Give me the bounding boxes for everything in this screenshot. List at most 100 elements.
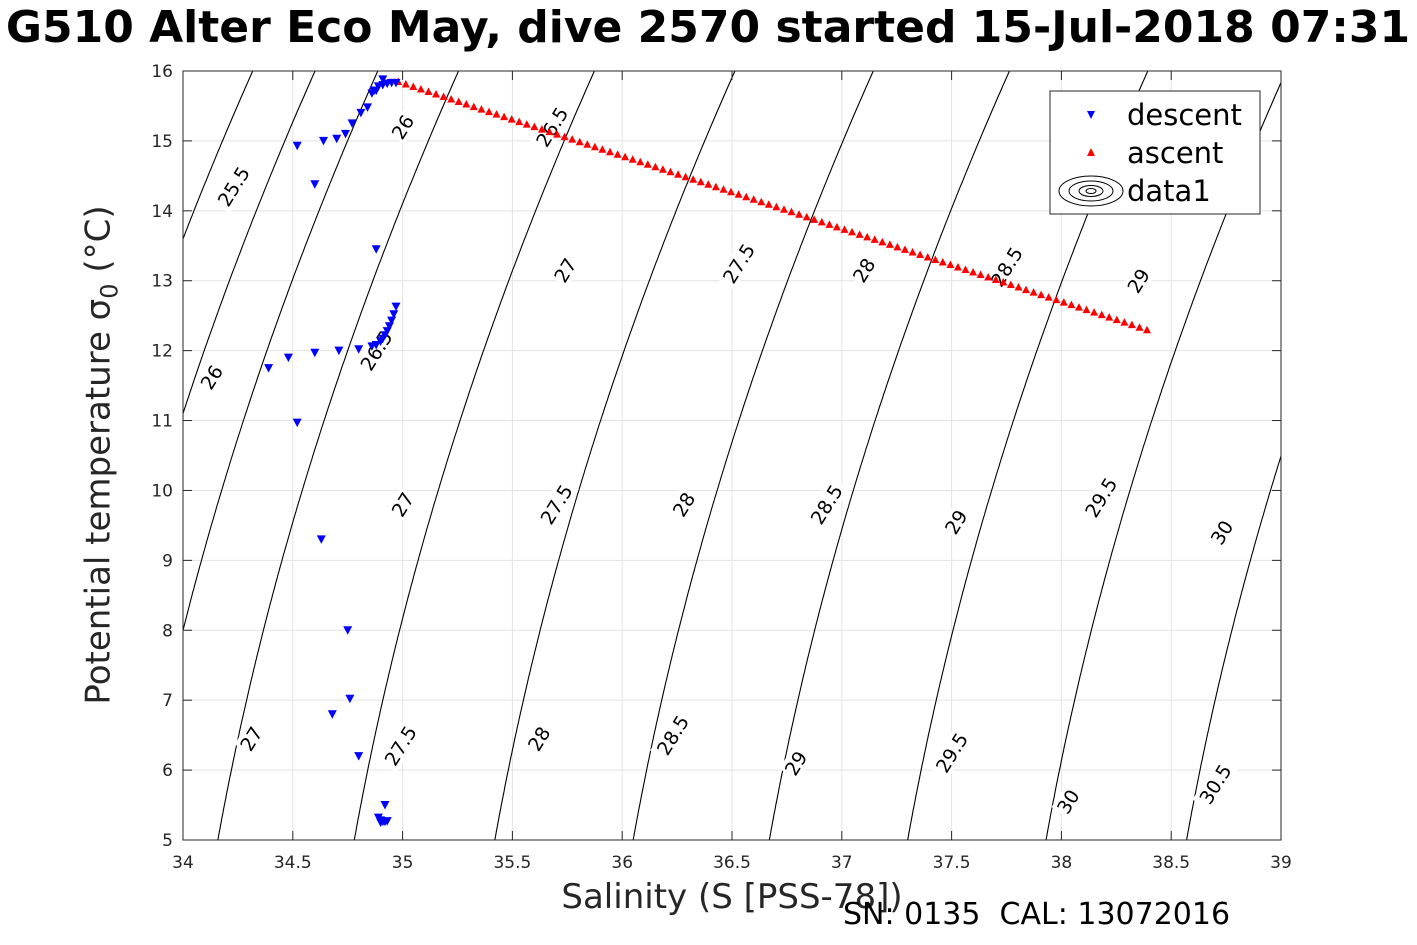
ascent-point: [681, 172, 690, 181]
contour-label-bg: [716, 236, 762, 291]
ascent-point: [1052, 295, 1061, 304]
contour-line-26: [183, 71, 316, 416]
legend-data1-contour-icon: [1058, 175, 1124, 207]
x-tick-label: 39: [1270, 853, 1292, 873]
ascent-point: [772, 202, 781, 211]
descent-point: [343, 626, 353, 635]
legend-ascent-marker: [1087, 148, 1095, 156]
descent-point: [345, 694, 355, 704]
contour-line-25-5: [183, 71, 254, 241]
contour-label-bg: [529, 99, 575, 154]
contour-label-bg: [522, 721, 556, 756]
ascent-point: [938, 258, 947, 266]
contour-label-bg: [779, 745, 813, 781]
ascent-point: [734, 190, 743, 198]
ascent-point: [1082, 305, 1091, 314]
ascent-point: [878, 237, 887, 246]
legend-descent-marker: [1087, 111, 1095, 119]
descent-point: [391, 302, 401, 312]
ascent-point: [999, 278, 1008, 286]
descent-point: [363, 103, 372, 112]
ascent-point: [1014, 283, 1023, 291]
descent-point: [376, 818, 386, 827]
ascent-point: [560, 132, 569, 141]
y-tick-label: 13: [151, 272, 173, 292]
contour-label-bg: [939, 504, 973, 540]
x-axis-label: Salinity (S [PSS-78]): [561, 877, 903, 917]
ascent-point: [613, 150, 622, 158]
y-tick-label: 12: [151, 342, 173, 362]
serial-calibration-note: SN: 0135 CAL: 13072016: [843, 897, 1231, 932]
descent-point: [292, 418, 302, 428]
ascent-point: [704, 180, 713, 188]
ascent-point: [832, 222, 841, 231]
ascent-point: [863, 232, 872, 241]
ascent-point: [432, 90, 440, 98]
ascent-point: [961, 265, 970, 273]
descent-point: [332, 134, 342, 144]
descent-point: [376, 337, 386, 346]
contour-label-bg: [377, 718, 423, 773]
descent-point: [310, 180, 320, 189]
descent-point: [316, 535, 326, 544]
ascent-point: [885, 240, 894, 248]
contour-label-bg: [1205, 515, 1239, 550]
ascent-point: [1097, 310, 1106, 319]
contour-label-bg: [353, 323, 399, 378]
ascent-point: [454, 97, 463, 105]
ascent-point: [1120, 318, 1129, 326]
contour-line-29: [768, 71, 1011, 840]
ascent-point: [946, 260, 955, 268]
contour-label-bg: [1121, 263, 1155, 298]
ascent-point: [1127, 320, 1136, 329]
ascent-point: [931, 255, 940, 263]
y-tick-label: 15: [151, 132, 173, 152]
descent-point: [292, 141, 302, 151]
ascent-point: [651, 162, 660, 171]
descent-point: [371, 245, 381, 254]
ascent-point: [855, 230, 864, 238]
ascent-point: [590, 142, 599, 151]
descent-point: [319, 136, 328, 146]
ascent-point: [923, 253, 932, 261]
descent-point: [356, 108, 366, 118]
ascent-point: [1090, 308, 1099, 316]
ascent-point: [507, 115, 516, 123]
y-tick-label: 7: [162, 691, 173, 711]
legend-descent-label: descent: [1127, 98, 1242, 132]
contour-label-bg: [1051, 784, 1085, 819]
ascent-point: [764, 200, 773, 208]
x-tick-label: 37.5: [933, 853, 971, 873]
ascent-point: [1022, 285, 1030, 294]
legend: descent ascent data1: [1049, 90, 1261, 215]
descent-point: [387, 316, 397, 326]
ascent-point: [401, 80, 410, 88]
ascent-point: [696, 177, 705, 186]
ascent-point: [840, 225, 849, 233]
chart-title: G510 Alter Eco May, dive 2570 started 15…: [5, 2, 1411, 53]
contour-label-bg: [1192, 757, 1238, 812]
ascent-point: [568, 135, 577, 143]
descent-point: [310, 348, 320, 358]
contour-line-28: [494, 71, 736, 840]
contour-line-27-5: [353, 71, 595, 840]
ascent-point: [1105, 313, 1114, 321]
x-tick-label: 38.5: [1152, 853, 1190, 873]
descent-point: [334, 346, 344, 356]
x-tick-label: 37: [831, 853, 853, 873]
x-tick-label: 35: [392, 853, 414, 873]
ascent-point: [848, 227, 856, 236]
ascent-point: [553, 130, 562, 138]
ascent-point: [424, 87, 433, 95]
contour-label-bg: [803, 477, 849, 532]
ascent-point: [492, 110, 501, 118]
descent-point: [367, 342, 377, 351]
ascent-point: [545, 127, 554, 136]
ascent-point: [893, 242, 902, 251]
ascent-point: [583, 140, 592, 148]
descent-series: [264, 75, 401, 827]
contour-label-bg: [548, 252, 582, 288]
ascent-point: [984, 273, 993, 281]
ascent-point: [636, 157, 645, 166]
ascent-point: [817, 217, 826, 226]
